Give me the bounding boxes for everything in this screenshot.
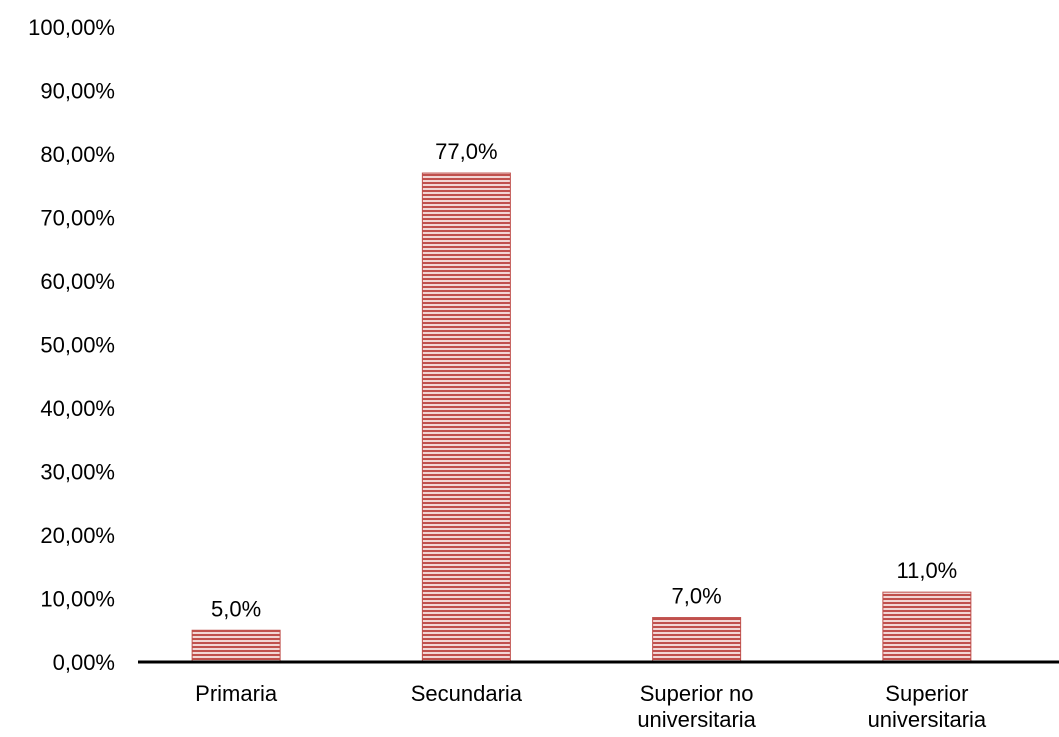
- bar-value-label: 11,0%: [897, 558, 958, 583]
- y-tick-label: 50,00%: [40, 333, 115, 358]
- bars: [191, 172, 972, 663]
- x-category-label: Primaria: [195, 681, 278, 706]
- x-category-label-line: Primaria: [195, 681, 278, 706]
- y-tick-label: 80,00%: [40, 142, 115, 167]
- bar: [421, 172, 511, 663]
- bar-value-label: 77,0%: [435, 139, 497, 164]
- y-tick-label: 10,00%: [40, 587, 115, 612]
- y-tick-label: 90,00%: [40, 79, 115, 104]
- x-category-label: Secundaria: [411, 681, 523, 706]
- x-category-label: Superior no universitaria: [637, 681, 756, 732]
- y-tick-label: 0,00%: [53, 650, 115, 675]
- bar: [882, 591, 972, 663]
- data-labels: 5,0% 77,0% 7,0% 11,0%: [211, 139, 957, 621]
- x-category-label-line: Superior no: [640, 681, 754, 706]
- x-axis: Primaria Secundaria Superior no universitar…: [195, 681, 987, 732]
- bar: [191, 629, 281, 663]
- x-category-label-line: universitaria: [868, 707, 987, 732]
- x-category-label-line: universitaria: [637, 707, 756, 732]
- y-axis: 0,00% 10,00% 20,00% 30,00% 40,00% 50,00% 60,00…: [28, 15, 115, 675]
- x-category-label-line: Secundaria: [411, 681, 523, 706]
- x-category-label: Superior universitaria: [868, 681, 987, 732]
- y-tick-label: 60,00%: [40, 269, 115, 294]
- y-tick-label: 100,00%: [28, 15, 115, 40]
- y-tick-label: 20,00%: [40, 523, 115, 548]
- bar: [652, 617, 742, 663]
- y-tick-label: 40,00%: [40, 396, 115, 421]
- y-tick-label: 70,00%: [40, 206, 115, 231]
- y-tick-label: 30,00%: [40, 460, 115, 485]
- bar-value-label: 5,0%: [211, 596, 261, 621]
- x-category-label-line: Superior: [885, 681, 968, 706]
- bar-value-label: 7,0%: [672, 584, 722, 609]
